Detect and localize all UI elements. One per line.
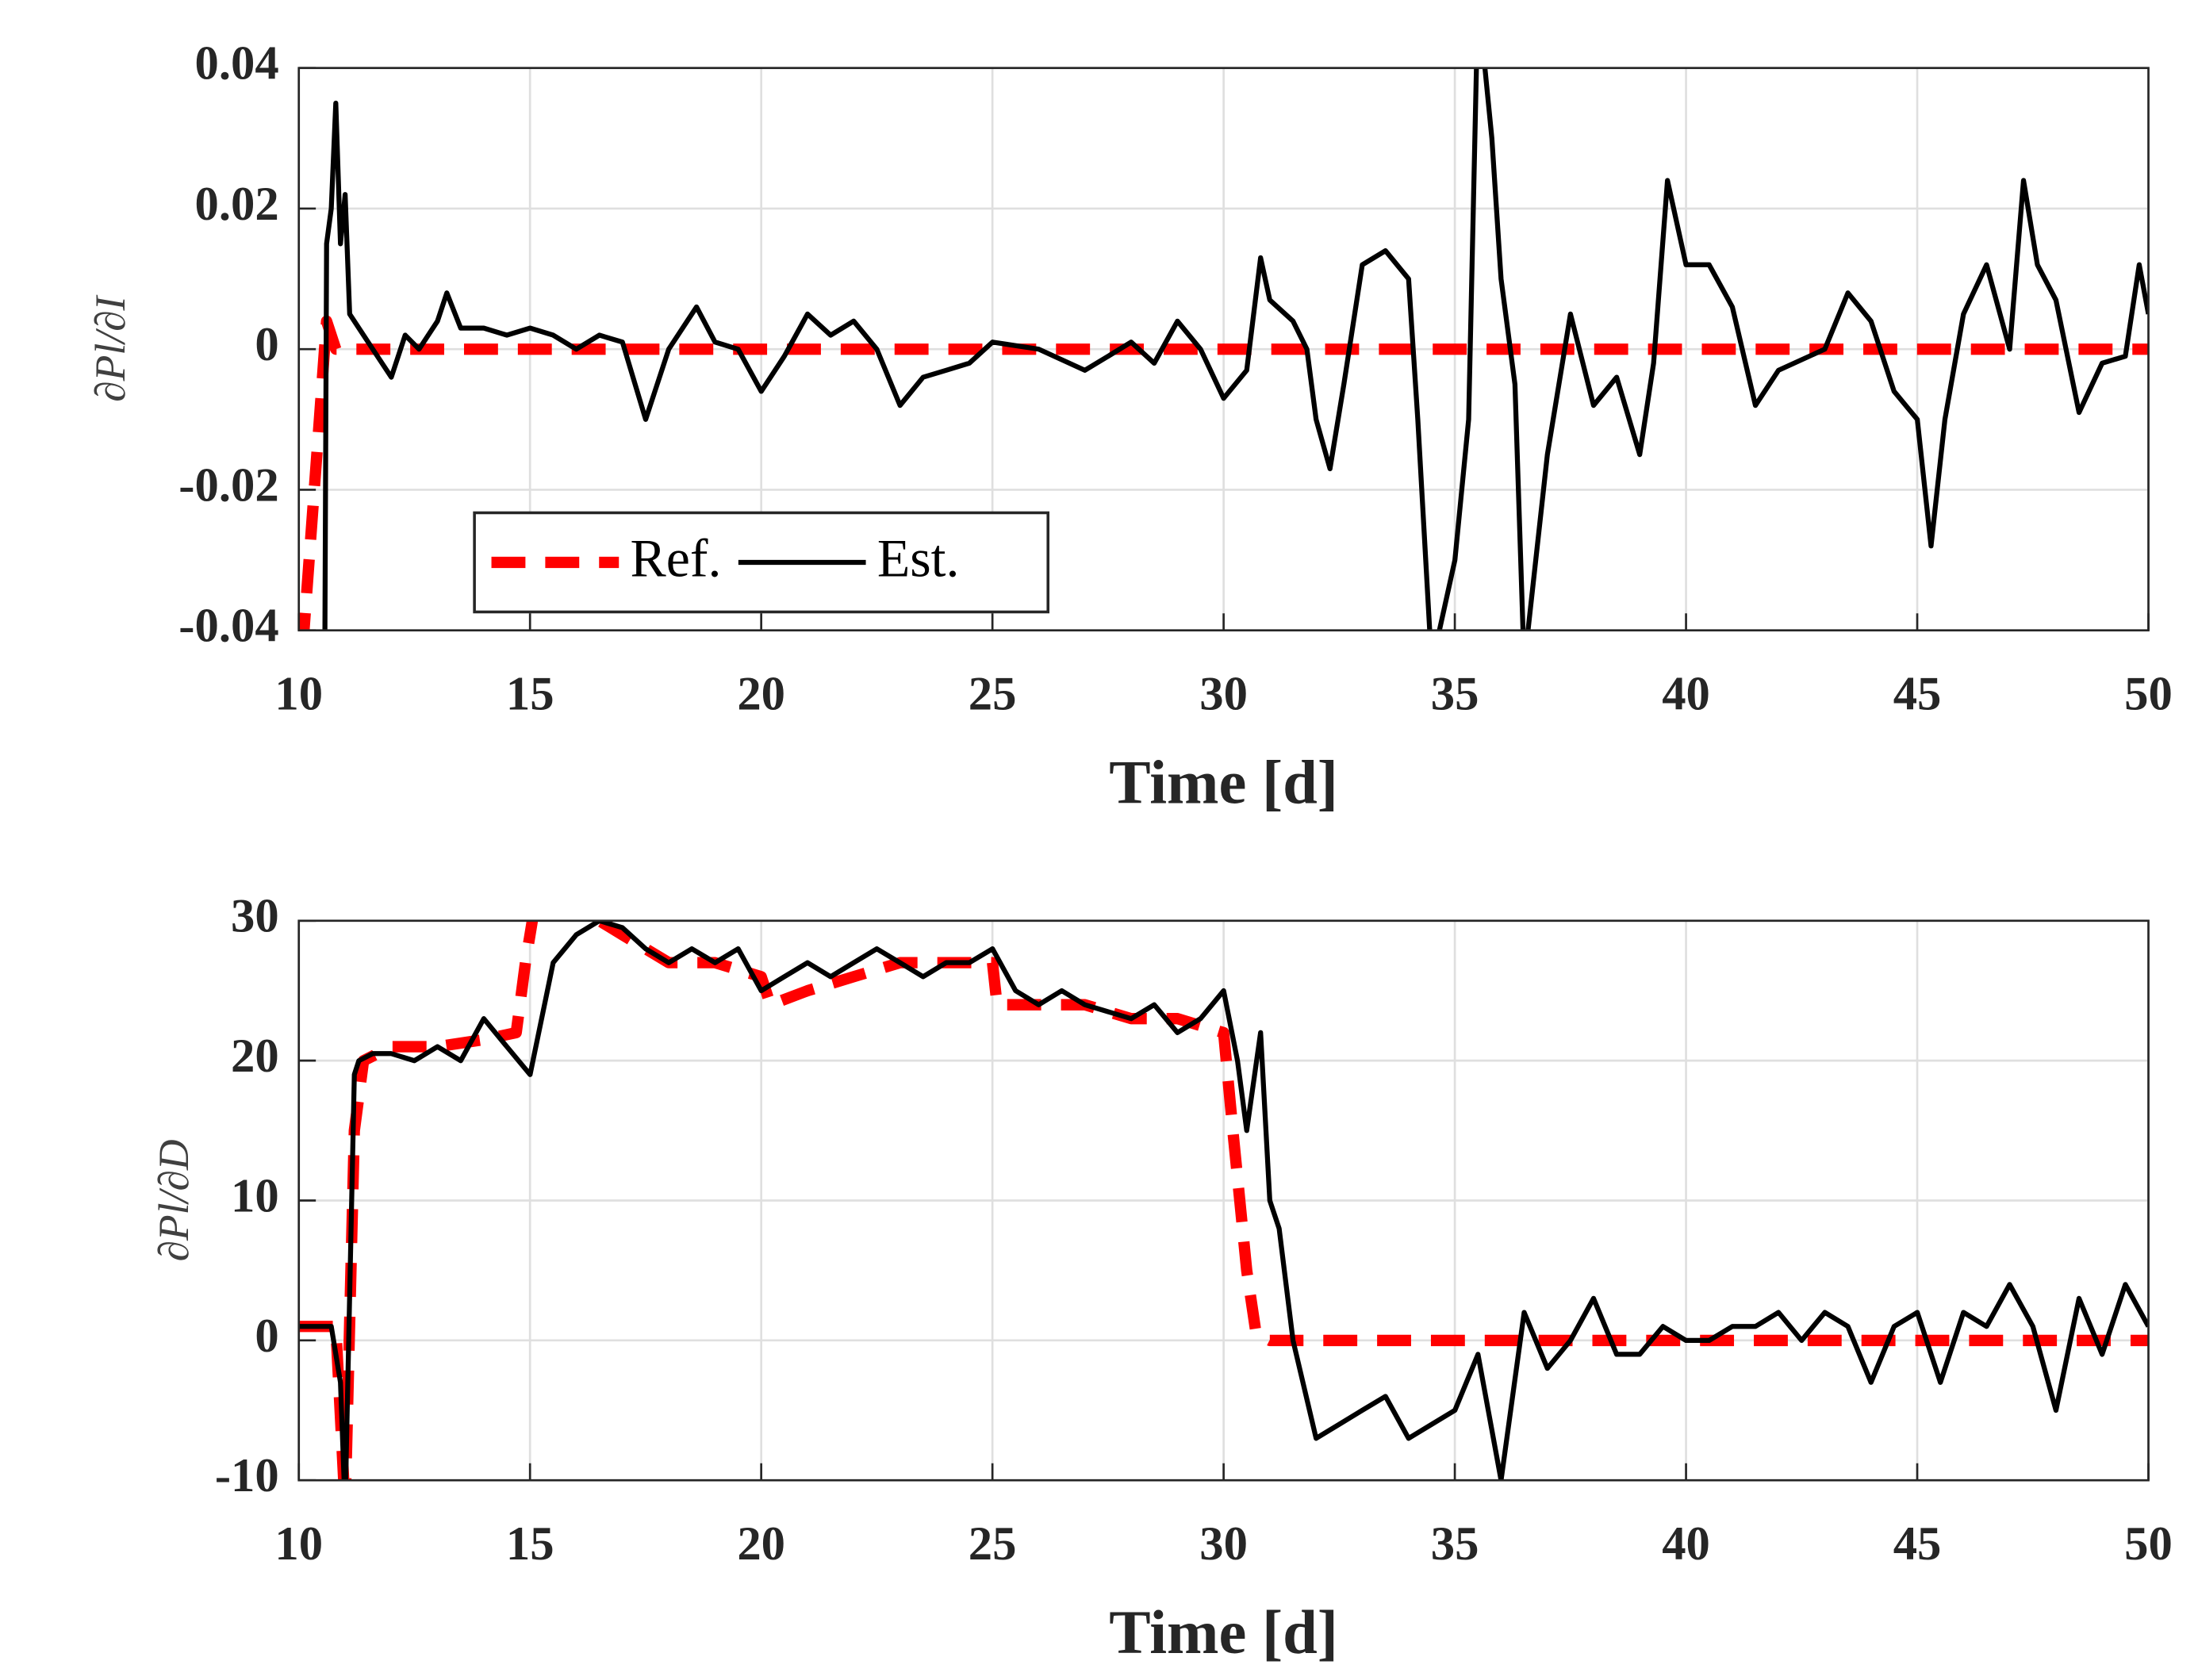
y-tick-label: 0 <box>255 1310 278 1363</box>
x-axis-label: Time [d] <box>1109 748 1338 817</box>
reference-line <box>298 315 2149 631</box>
x-tick-label: 40 <box>1662 1517 1710 1571</box>
estimate-line <box>298 920 2149 1481</box>
x-tick-label: 35 <box>1431 667 1479 720</box>
y-tick-label: 0.04 <box>195 37 279 90</box>
x-tick-label: 20 <box>737 667 785 720</box>
x-tick-label: 45 <box>1893 1517 1942 1571</box>
axes-frame <box>297 919 2150 1482</box>
y-axis-label: ∂Pl/∂I <box>86 294 134 401</box>
x-tick-label: 10 <box>274 667 323 720</box>
legend-label: Est. <box>877 528 960 588</box>
reference-line <box>298 920 2149 1481</box>
x-tick-label: 30 <box>1199 1517 1248 1571</box>
y-tick-label: 0.02 <box>195 178 279 231</box>
x-tick-label: 50 <box>2124 1517 2173 1571</box>
legend-label: Ref. <box>631 528 722 588</box>
x-tick-label: 35 <box>1431 1517 1479 1571</box>
y-tick-label: 20 <box>231 1030 279 1083</box>
x-tick-label: 25 <box>969 667 1017 720</box>
lines <box>298 67 2149 631</box>
x-tick-label: 50 <box>2124 667 2173 720</box>
x-tick-label: 45 <box>1893 667 1942 720</box>
y-tick-label: 10 <box>231 1169 279 1222</box>
legend: Ref. Est. <box>473 511 1050 614</box>
x-tick-label: 15 <box>506 1517 554 1571</box>
y-tick-label: -0.02 <box>178 458 278 512</box>
x-tick-label: 40 <box>1662 667 1710 720</box>
y-tick-label: -0.04 <box>178 600 278 653</box>
y-tick-label: 0 <box>255 318 278 371</box>
x-tick-label: 15 <box>506 667 554 720</box>
lines <box>298 920 2149 1481</box>
x-tick-label: 30 <box>1199 667 1248 720</box>
axes-frame <box>297 67 2150 632</box>
x-tick-label: 10 <box>274 1517 323 1571</box>
x-tick-label: 20 <box>737 1517 785 1571</box>
estimate-line <box>322 67 2149 631</box>
x-tick-label: 25 <box>969 1517 1017 1571</box>
y-tick-label: 30 <box>231 890 279 943</box>
y-axis-label: ∂Pl/∂D <box>150 1139 198 1261</box>
x-axis-label: Time [d] <box>1109 1598 1338 1667</box>
y-tick-label: -10 <box>215 1449 279 1502</box>
